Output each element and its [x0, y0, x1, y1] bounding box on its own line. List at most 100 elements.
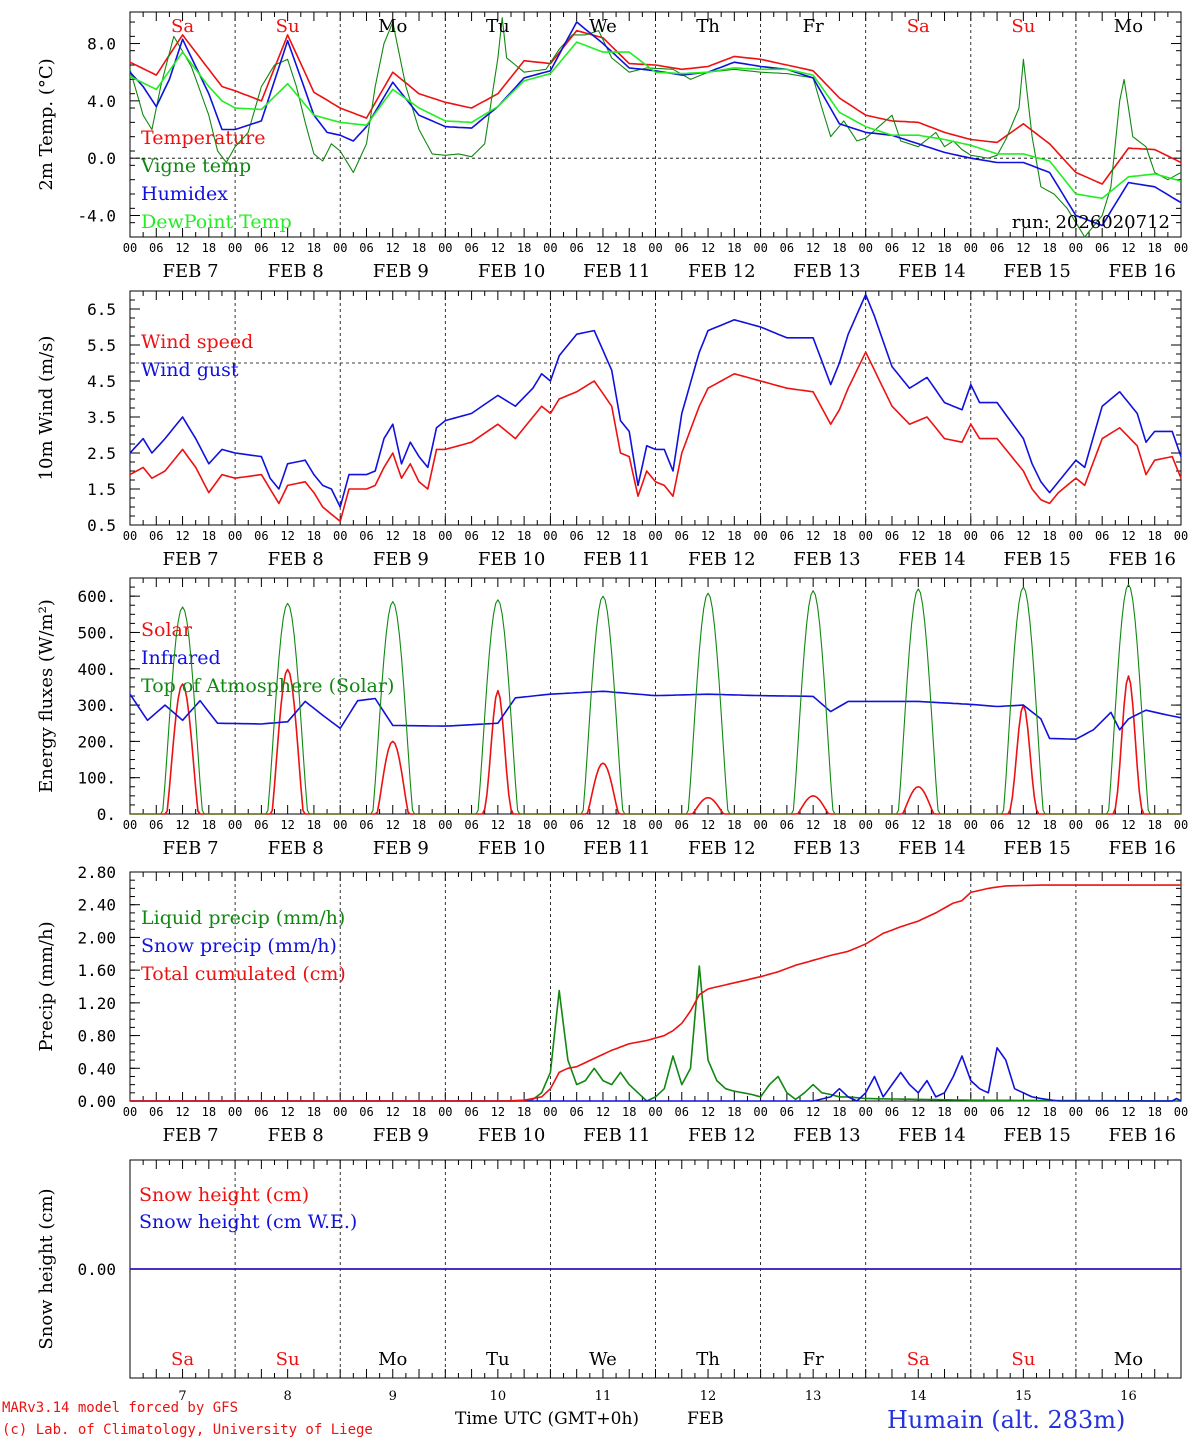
station-name: Humain (alt. 283m) — [887, 1406, 1125, 1434]
hour-tick-label: 12 — [491, 1105, 505, 1119]
hour-tick-label: 00 — [648, 818, 662, 832]
hour-tick-label: 12 — [491, 529, 505, 543]
hour-tick-label: 00 — [438, 1105, 452, 1119]
hour-tick-label: 06 — [1095, 818, 1109, 832]
hour-tick-label: 12 — [806, 241, 820, 255]
hour-tick-label: 06 — [885, 529, 899, 543]
day-number: 9 — [389, 1389, 397, 1404]
hour-tick-label: 18 — [1147, 1105, 1161, 1119]
hour-tick-label: 06 — [990, 529, 1004, 543]
hour-tick-label: 00 — [858, 529, 872, 543]
hour-tick-label: 12 — [175, 241, 189, 255]
hour-tick-label: 06 — [569, 529, 583, 543]
hour-tick-label: 00 — [753, 1105, 767, 1119]
hour-tick-label: 12 — [1016, 529, 1030, 543]
day-number: 7 — [178, 1389, 186, 1404]
hour-tick-label: 18 — [412, 1105, 426, 1119]
weekday-label-bottom: Mo — [378, 1349, 407, 1370]
chart-panel-2: 00 06 12 18 00 06 12 18 00 06 12 18 00 06 12 18 00 06 12 18… — [36, 290, 1188, 570]
y-tick-label: 600. — [77, 587, 116, 606]
hour-tick-label: 12 — [701, 241, 715, 255]
y-tick-label: 300. — [77, 696, 116, 715]
day-number: 14 — [910, 1389, 927, 1404]
y-tick-label: 0.80 — [77, 1027, 116, 1046]
y-tick-label: 0. — [97, 805, 116, 824]
x-axis-label: Time UTC (GMT+0h) — [455, 1409, 639, 1429]
hour-tick-label: 00 — [1069, 1105, 1083, 1119]
y-tick-label: 2.00 — [77, 928, 116, 947]
legend-entry: Snow height (cm) — [139, 1184, 309, 1206]
day-number: 16 — [1120, 1389, 1137, 1404]
hour-tick-label: 18 — [412, 818, 426, 832]
hour-tick-label: 06 — [569, 1105, 583, 1119]
hour-tick-label: 06 — [675, 1105, 689, 1119]
weekday-label: Su — [1011, 16, 1035, 37]
day-tick-label: FEB 13 — [793, 1125, 860, 1146]
hour-tick-label: 12 — [701, 818, 715, 832]
hour-tick-label: 06 — [780, 818, 794, 832]
hour-tick-label: 06 — [1095, 241, 1109, 255]
day-number: 12 — [700, 1389, 717, 1404]
hour-tick-label: 18 — [727, 1105, 741, 1119]
hour-tick-label: 00 — [543, 818, 557, 832]
hour-tick-label: 00 — [228, 1105, 242, 1119]
hour-tick-label: 12 — [491, 241, 505, 255]
hour-tick-label: 00 — [964, 818, 978, 832]
day-tick-label: FEB 7 — [163, 261, 219, 282]
hour-tick-label: 12 — [1121, 1105, 1135, 1119]
series-line-top-of-atmosphere-solar- — [130, 583, 1181, 815]
hour-tick-label: 06 — [569, 241, 583, 255]
hour-tick-label: 12 — [911, 1105, 925, 1119]
hour-tick-label: 06 — [885, 241, 899, 255]
hour-tick-label: 12 — [280, 1105, 294, 1119]
y-tick-label: 0.0 — [87, 149, 116, 168]
day-tick-label: FEB 8 — [268, 261, 324, 282]
day-tick-label: FEB 11 — [583, 1125, 650, 1146]
day-tick-label: FEB 9 — [373, 1125, 429, 1146]
chart-panel-1: 00 06 12 18 00 06 12 18 00 06 12 18 00 06 12 18 00 06 12 18… — [36, 11, 1188, 282]
day-tick-label: FEB 10 — [478, 1125, 545, 1146]
series-line-dewpoint-temp — [129, 41, 1182, 200]
hour-tick-label: 12 — [701, 1105, 715, 1119]
hour-tick-label: 12 — [175, 818, 189, 832]
legend-entry: Snow height (cm W.E.) — [139, 1211, 357, 1233]
hour-tick-label: 06 — [149, 529, 163, 543]
hour-tick-label: 00 — [1174, 529, 1188, 543]
hour-tick-label: 00 — [964, 529, 978, 543]
day-tick-label: FEB 8 — [268, 838, 324, 859]
hour-tick-label: 06 — [885, 1105, 899, 1119]
hour-tick-label: 06 — [149, 1105, 163, 1119]
day-tick-label: FEB 9 — [373, 549, 429, 570]
hour-tick-label: 06 — [359, 1105, 373, 1119]
hour-tick-label: 12 — [386, 818, 400, 832]
hour-tick-label: 06 — [254, 529, 268, 543]
day-tick-label: FEB 10 — [478, 549, 545, 570]
day-tick-label: FEB 9 — [373, 838, 429, 859]
hour-tick-label: 00 — [543, 1105, 557, 1119]
hour-tick-label: 12 — [175, 529, 189, 543]
hour-tick-label: 00 — [333, 241, 347, 255]
hour-tick-label: 00 — [858, 241, 872, 255]
y-tick-label: 2.5 — [87, 444, 116, 463]
hour-tick-label: 06 — [359, 529, 373, 543]
hour-tick-label: 00 — [1069, 241, 1083, 255]
hour-tick-label: 18 — [307, 241, 321, 255]
hour-tick-label: 12 — [701, 529, 715, 543]
hour-tick-label: 12 — [280, 529, 294, 543]
hour-tick-label: 00 — [648, 1105, 662, 1119]
hour-tick-label: 06 — [254, 1105, 268, 1119]
hour-tick-label: 12 — [175, 1105, 189, 1119]
hour-tick-label: 12 — [596, 529, 610, 543]
day-number: 15 — [1015, 1389, 1032, 1404]
weekday-label-bottom: Sa — [907, 1349, 930, 1370]
hour-tick-label: 00 — [648, 241, 662, 255]
day-tick-label: FEB 16 — [1108, 261, 1175, 282]
hour-tick-label: 18 — [832, 1105, 846, 1119]
footer: MARv3.14 model forced by GFS (c) Lab. of… — [2, 1400, 1125, 1438]
hour-tick-label: 06 — [990, 1105, 1004, 1119]
hour-tick-label: 06 — [464, 529, 478, 543]
hour-tick-label: 12 — [491, 818, 505, 832]
hour-tick-label: 06 — [990, 818, 1004, 832]
day-tick-label: FEB 12 — [688, 261, 755, 282]
